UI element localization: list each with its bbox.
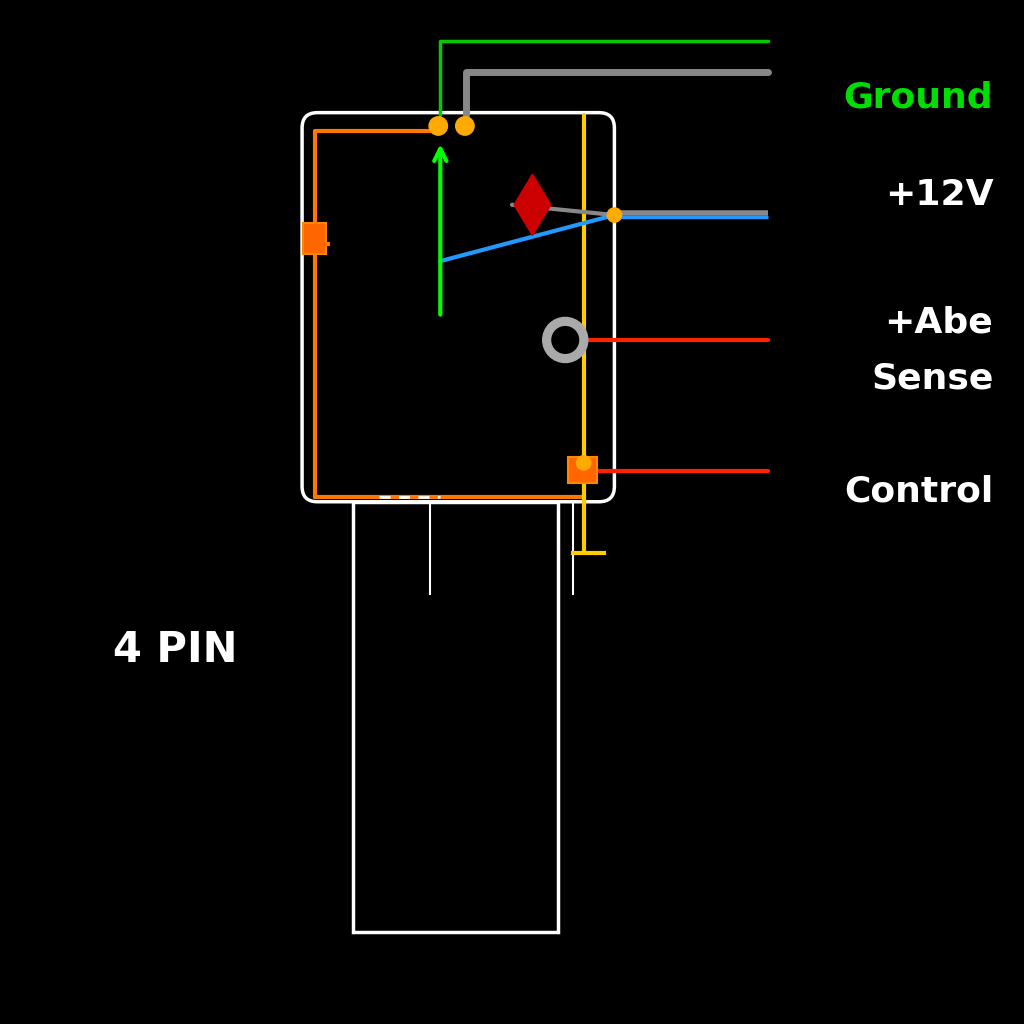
Circle shape: [552, 327, 579, 353]
FancyBboxPatch shape: [302, 113, 614, 502]
Bar: [568, 457, 597, 483]
Text: Ground: Ground: [844, 80, 993, 115]
Circle shape: [577, 456, 591, 470]
Bar: [353, 502, 558, 932]
Text: +Abe: +Abe: [885, 305, 993, 340]
Text: 4 PIN: 4 PIN: [113, 629, 238, 672]
Circle shape: [429, 117, 447, 135]
Circle shape: [456, 117, 474, 135]
Circle shape: [543, 317, 588, 362]
Text: Control: Control: [844, 474, 993, 509]
Bar: [303, 223, 326, 254]
Text: Sense: Sense: [870, 361, 993, 396]
Circle shape: [607, 208, 622, 222]
Polygon shape: [514, 174, 551, 236]
Text: +12V: +12V: [885, 177, 993, 212]
